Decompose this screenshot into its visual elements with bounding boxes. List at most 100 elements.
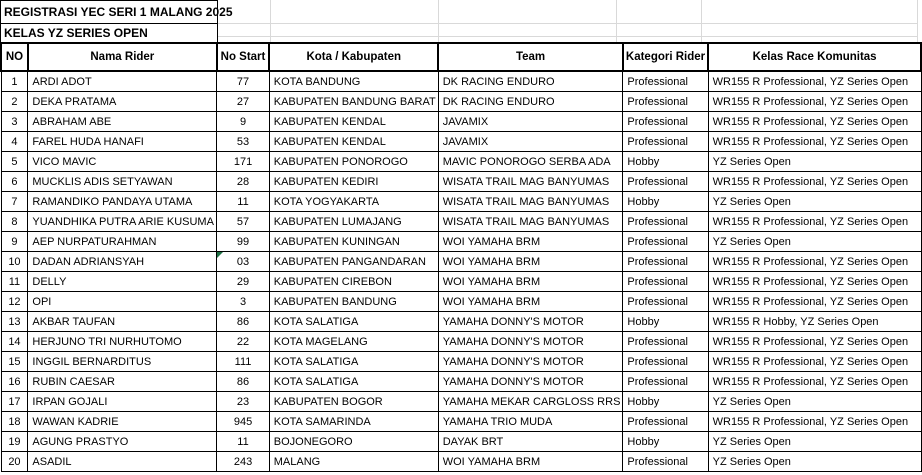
cell-kota-kabupaten[interactable]: BOJONEGORO [268,431,439,452]
cell-kategori-rider[interactable]: Hobby [622,311,709,332]
cell-no-start[interactable]: 28 [216,171,270,192]
cell-kategori-rider[interactable]: Hobby [622,391,709,412]
cell-no[interactable]: 7 [0,191,29,212]
cell-kategori-rider[interactable]: Professional [622,351,709,372]
cell-kota-kabupaten[interactable]: KABUPATEN PANGANDARAN [268,251,439,272]
cell-nama-rider[interactable]: INGGIL BERNARDITUS [27,351,218,372]
cell-nama-rider[interactable]: OPI [27,291,218,312]
cell-no-start[interactable]: 03 [216,251,270,272]
cell-kategori-rider[interactable]: Professional [622,331,709,352]
cell-no-start[interactable]: 3 [216,291,270,312]
cell-no-start[interactable]: 945 [216,411,270,432]
cell-nama-rider[interactable]: VICO MAVIC [27,151,218,172]
cell-nama-rider[interactable]: DELLY [27,271,218,292]
cell-no[interactable]: 2 [0,91,29,112]
cell-kategori-rider[interactable]: Professional [622,131,709,152]
cell-no-start[interactable]: 99 [216,231,270,252]
cell-no-start[interactable]: 53 [216,131,270,152]
sheet-title-cell[interactable]: REGISTRASI YEC SERI 1 MALANG 2025 [0,0,233,24]
cell-no[interactable]: 14 [0,331,29,352]
cell-team[interactable]: YAMAHA DONNY'S MOTOR [437,371,624,392]
cell-kota-kabupaten[interactable]: KABUPATEN PONOROGO [268,151,439,172]
cell-nama-rider[interactable]: YUANDHIKA PUTRA ARIE KUSUMA [27,211,218,232]
cell-no-start[interactable]: 29 [216,271,270,292]
column-header-no-start[interactable]: No Start [215,42,271,72]
cell-no[interactable]: 3 [0,111,29,132]
column-header-nama-rider[interactable]: Nama Rider [26,42,218,72]
cell-team[interactable]: WISATA TRAIL MAG BANYUMAS [437,211,624,232]
cell-no-start[interactable]: 111 [216,351,270,372]
cell-no[interactable]: 6 [0,171,29,192]
cell-kelas-race-komunitas[interactable]: WR155 R Hobby, YZ Series Open [707,311,922,332]
cell-no[interactable]: 5 [0,151,29,172]
cell-no-start[interactable]: 57 [216,211,270,232]
cell-team[interactable]: YAMAHA DONNY'S MOTOR [437,331,624,352]
cell-nama-rider[interactable]: AEP NURPATURAHMAN [27,231,218,252]
cell-kota-kabupaten[interactable]: KOTA SAMARINDA [268,411,439,432]
cell-no[interactable]: 19 [0,431,29,452]
cell-kelas-race-komunitas[interactable]: WR155 R Professional, YZ Series Open [707,411,922,432]
cell-nama-rider[interactable]: FAREL HUDA HANAFI [27,131,218,152]
sheet-subtitle-cell[interactable]: KELAS YZ SERIES OPEN [0,23,218,43]
cell-nama-rider[interactable]: IRPAN GOJALI [27,391,218,412]
cell-kelas-race-komunitas[interactable]: WR155 R Professional, YZ Series Open [707,211,922,232]
cell-kategori-rider[interactable]: Professional [622,211,709,232]
cell-kota-kabupaten[interactable]: MALANG [268,451,439,472]
cell-kota-kabupaten[interactable]: KABUPATEN KEDIRI [268,171,439,192]
cell-kota-kabupaten[interactable]: KOTA SALATIGA [268,311,439,332]
cell-kelas-race-komunitas[interactable]: YZ Series Open [707,451,922,472]
cell-kelas-race-komunitas[interactable]: YZ Series Open [707,191,922,212]
cell-no[interactable]: 13 [0,311,29,332]
cell-kota-kabupaten[interactable]: KOTA MAGELANG [268,331,439,352]
cell-kategori-rider[interactable]: Professional [622,91,709,112]
cell-kota-kabupaten[interactable]: KABUPATEN KUNINGAN [268,231,439,252]
cell-no[interactable]: 1 [0,70,29,92]
cell-kategori-rider[interactable]: Professional [622,451,709,472]
cell-kota-kabupaten[interactable]: KOTA BANDUNG [268,70,439,92]
cell-nama-rider[interactable]: RUBIN CAESAR [27,371,218,392]
cell-kategori-rider[interactable]: Professional [622,111,709,132]
cell-team[interactable]: JAVAMIX [437,111,624,132]
cell-kelas-race-komunitas[interactable]: YZ Series Open [707,391,922,412]
cell-kategori-rider[interactable]: Professional [622,371,709,392]
cell-no-start[interactable]: 86 [216,371,270,392]
cell-kategori-rider[interactable]: Professional [622,231,709,252]
cell-kategori-rider[interactable]: Professional [622,291,709,312]
cell-team[interactable]: WOI YAMAHA BRM [437,251,624,272]
cell-no[interactable]: 4 [0,131,29,152]
cell-nama-rider[interactable]: AGUNG PRASTYO [27,431,218,452]
cell-no-start[interactable]: 77 [216,70,270,92]
cell-kelas-race-komunitas[interactable]: WR155 R Professional, YZ Series Open [707,291,922,312]
cell-kelas-race-komunitas[interactable]: WR155 R Professional, YZ Series Open [707,111,922,132]
cell-kategori-rider[interactable]: Hobby [622,151,709,172]
cell-kota-kabupaten[interactable]: KABUPATEN CIREBON [268,271,439,292]
cell-team[interactable]: WOI YAMAHA BRM [437,291,624,312]
cell-kota-kabupaten[interactable]: KABUPATEN BANDUNG [268,291,439,312]
cell-nama-rider[interactable]: ARDI ADOT [27,70,218,92]
cell-kelas-race-komunitas[interactable]: YZ Series Open [707,151,922,172]
cell-nama-rider[interactable]: ASADIL [27,451,218,472]
cell-kota-kabupaten[interactable]: KABUPATEN BOGOR [268,391,439,412]
cell-no[interactable]: 8 [0,211,29,232]
cell-no[interactable]: 18 [0,411,29,432]
cell-kategori-rider[interactable]: Professional [622,70,709,92]
cell-team[interactable]: WISATA TRAIL MAG BANYUMAS [437,191,624,212]
cell-team[interactable]: JAVAMIX [437,131,624,152]
cell-nama-rider[interactable]: AKBAR TAUFAN [27,311,218,332]
column-header-team[interactable]: Team [437,42,624,72]
cell-nama-rider[interactable]: DADAN ADRIANSYAH [27,251,218,272]
column-header-no[interactable]: NO [0,42,29,72]
cell-no[interactable]: 11 [0,271,29,292]
cell-team[interactable]: WOI YAMAHA BRM [437,271,624,292]
cell-kota-kabupaten[interactable]: KABUPATEN LUMAJANG [268,211,439,232]
cell-no-start[interactable]: 22 [216,331,270,352]
cell-kota-kabupaten[interactable]: KABUPATEN KENDAL [268,111,439,132]
cell-team[interactable]: YAMAHA DONNY'S MOTOR [437,351,624,372]
cell-kota-kabupaten[interactable]: KABUPATEN BANDUNG BARAT [268,91,439,112]
cell-team[interactable]: DK RACING ENDURO [437,91,624,112]
cell-kota-kabupaten[interactable]: KOTA SALATIGA [268,351,439,372]
cell-no[interactable]: 20 [0,451,29,472]
cell-no-start[interactable]: 9 [216,111,270,132]
cell-team[interactable]: DAYAK BRT [437,431,624,452]
cell-team[interactable]: YAMAHA MEKAR CARGLOSS RRS [437,391,624,412]
